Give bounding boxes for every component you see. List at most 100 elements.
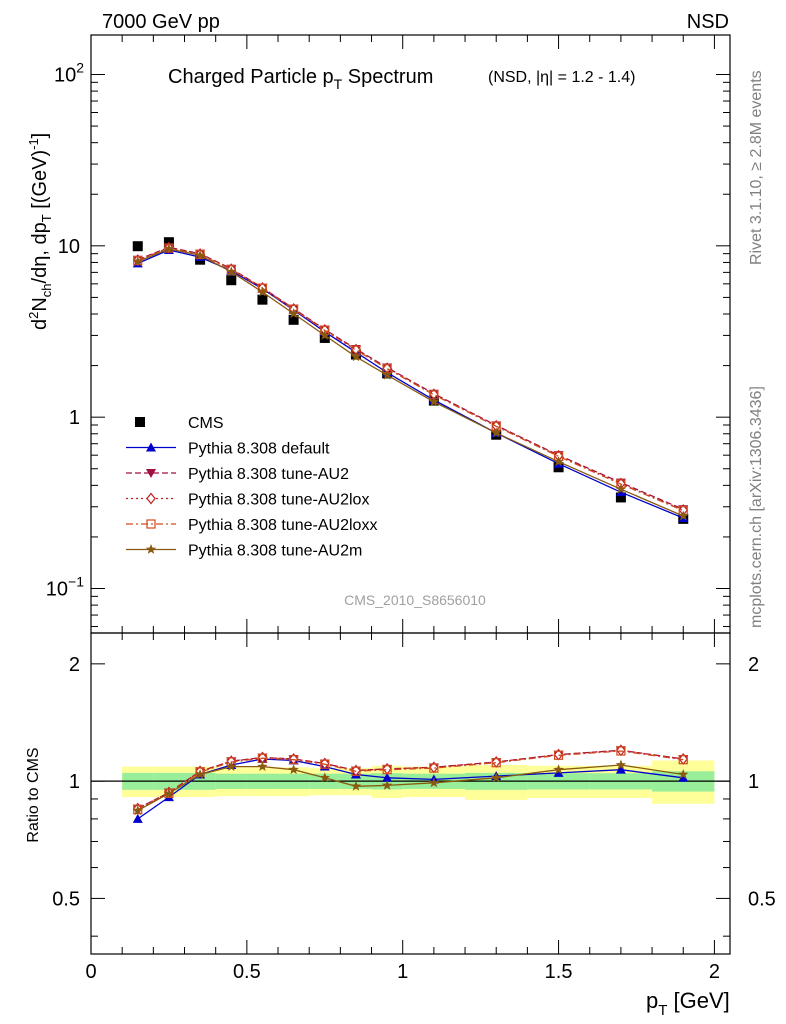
header-right: NSD <box>687 11 729 33</box>
x-tick-label: 1.5 <box>545 961 573 983</box>
ratio-point <box>257 761 268 771</box>
series-line <box>137 247 684 512</box>
rivet-label: Rivet 3.1.10, ≥ 2.8M events <box>748 70 765 265</box>
ratio-point <box>350 780 362 791</box>
legend-label: Pythia 8.308 default <box>188 441 330 458</box>
ratio-point <box>428 777 440 788</box>
ratio-point <box>678 772 689 782</box>
data-point <box>288 308 299 319</box>
y-tick-label-right: 2 <box>748 654 759 676</box>
ratio-point <box>163 787 175 798</box>
data-point <box>381 369 393 380</box>
ratio-point <box>382 765 392 775</box>
data-point <box>257 294 268 305</box>
data-point <box>132 241 143 252</box>
data-point <box>428 396 440 407</box>
data-point <box>163 243 175 254</box>
ratio-point <box>226 761 237 771</box>
data-point <box>615 492 626 503</box>
y-tick-label-right: 0.5 <box>748 888 776 910</box>
legend-item: CMS <box>135 415 224 432</box>
ratio-line <box>137 749 684 810</box>
y-axis-label: d2Nch/dη, dpT [(GeV)-1] <box>26 133 54 330</box>
x-tick-label: 0 <box>85 961 96 983</box>
ratio-frame <box>90 632 731 955</box>
y-tick-label: 1 <box>69 407 80 429</box>
ratio-line <box>137 750 684 811</box>
y-tick-label: 2 <box>69 654 80 676</box>
chart-title: Charged Particle pT Spectrum <box>168 66 433 92</box>
ratio-point <box>553 764 564 775</box>
data-point <box>615 483 627 494</box>
ratio-point <box>381 779 393 790</box>
series-line <box>137 248 684 517</box>
series-line <box>137 246 684 510</box>
ratio-line <box>137 749 684 810</box>
legend-label: Pythia 8.308 tune-AU2m <box>188 543 362 560</box>
main-frame <box>90 34 731 634</box>
ratio-point <box>351 766 361 776</box>
data-point <box>678 510 689 521</box>
ratio-point <box>320 759 330 769</box>
ratio-point <box>429 763 439 773</box>
ratio-point <box>491 772 502 783</box>
y-tick-label: 10 <box>58 236 80 258</box>
legend-label: CMS <box>188 415 224 432</box>
header-left: 7000 GeV pp <box>102 11 220 33</box>
series-pythia-8-308-tune-au2m <box>132 243 689 521</box>
legend-marker <box>146 492 156 505</box>
mcplots-label: mcplots.cern.ch [arXiv:1306.3436] <box>748 386 765 628</box>
data-point <box>288 314 299 325</box>
ratio-point <box>194 769 206 779</box>
legend-item: Pythia 8.308 tune-AU2m <box>126 543 362 560</box>
data-point <box>226 266 237 277</box>
data-point <box>319 329 330 340</box>
ratio-point <box>678 769 689 779</box>
legend-marker <box>146 469 156 478</box>
x-tick-label: 1 <box>397 961 408 983</box>
y-tick-label: 102 <box>54 59 84 86</box>
data-point <box>132 256 143 266</box>
data-point <box>491 427 502 438</box>
ratio-point <box>382 772 393 782</box>
chart-subtitle: (NSD, |η| = 1.2 - 1.4) <box>488 69 635 86</box>
legend-label: Pythia 8.308 tune-AU2 <box>188 466 349 483</box>
ratio-point <box>615 764 626 774</box>
ratio-series-pythia-8-308-tune-au2m <box>132 759 689 816</box>
legend-item: Pythia 8.308 tune-AU2 <box>126 466 349 483</box>
data-point <box>257 286 268 297</box>
legend-item: Pythia 8.308 default <box>126 441 330 458</box>
data-point <box>226 275 237 286</box>
ratio-point <box>491 758 501 768</box>
ratio-point <box>132 805 143 816</box>
ratio-point <box>289 755 299 765</box>
y-tick-label: 0.5 <box>52 888 80 910</box>
ratio-line <box>137 764 684 812</box>
data-point <box>553 456 564 467</box>
x-axis-label: pT [GeV] <box>646 988 730 1019</box>
ratio-point <box>319 772 330 783</box>
legend-marker <box>145 544 157 554</box>
legend-label: Pythia 8.308 tune-AU2loxx <box>188 517 377 534</box>
ratio-point <box>553 750 564 760</box>
x-tick-label: 2 <box>709 961 720 983</box>
legend-marker <box>135 417 145 427</box>
legend-label: Pythia 8.308 tune-AU2lox <box>188 492 369 509</box>
data-point <box>319 332 330 343</box>
legend-marker <box>146 442 156 452</box>
legend-item: Pythia 8.308 tune-AU2loxx <box>126 517 377 534</box>
x-tick-label: 0.5 <box>233 961 261 983</box>
data-point <box>350 351 362 362</box>
legend: CMS Pythia 8.308 default Pythia 8.308 tune… <box>126 415 377 560</box>
data-point <box>194 249 206 260</box>
ratio-panel: 0 0.5 1 1.5 2 0.5 0.5 1 1 2 2 Ratio to CMS pT [GeV… <box>25 632 776 1019</box>
ratio-y-axis-label: Ratio to CMS <box>25 747 42 842</box>
y-tick-label: 10−1 <box>46 574 84 601</box>
legend-marker <box>146 519 156 529</box>
ratio-point <box>288 764 299 775</box>
data-point <box>615 487 626 497</box>
y-tick-label-right: 1 <box>748 771 759 793</box>
ratio-point <box>553 767 564 777</box>
